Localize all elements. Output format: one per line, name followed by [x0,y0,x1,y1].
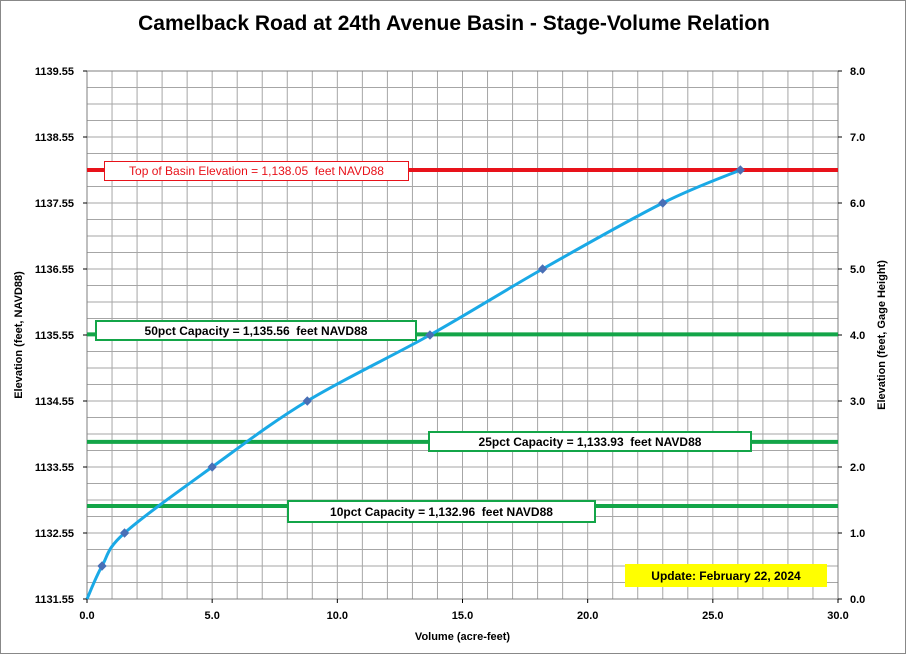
y2-tick-label: 0.0 [850,594,865,606]
y-tick-label: 1136.55 [35,264,74,276]
data-point-marker [658,198,668,208]
y-axis-title: Elevation (feet, NAVD88) [13,271,25,399]
x-tick-label: 5.0 [205,610,220,622]
capacity-label: 50pct Capacity = 1,135.56 feet NAVD88 [95,320,417,341]
y-tick-label: 1133.55 [35,462,74,474]
y2-tick-label: 7.0 [850,132,865,144]
chart-title: Camelback Road at 24th Avenue Basin - St… [138,12,770,35]
data-point-marker [735,165,746,175]
update-badge: Update: February 22, 2024 [625,564,827,587]
x-tick-label: 0.0 [79,610,94,622]
data-point-marker [425,330,435,340]
y2-axis-title: Elevation (feet, Gage Height) [876,260,888,410]
x-tick-label: 10.0 [327,610,348,622]
x-tick-label: 30.0 [827,610,848,622]
x-axis-title: Volume (acre-feet) [415,631,510,643]
y-tick-label: 1131.55 [35,594,74,606]
y2-tick-label: 8.0 [850,66,865,78]
y-tick-label: 1132.55 [35,528,74,540]
data-point-marker [537,264,548,274]
y2-tick-label: 1.0 [850,528,865,540]
y-tick-label: 1135.55 [35,330,74,342]
data-point-marker [119,528,130,538]
y-tick-label: 1134.55 [35,396,74,408]
y2-tick-label: 2.0 [850,462,865,474]
y2-tick-label: 3.0 [850,396,865,408]
x-tick-label: 15.0 [452,610,473,622]
stage-volume-curve [85,168,741,600]
top-of-basin-label: Top of Basin Elevation = 1,138.05 feet N… [104,161,409,181]
data-point-marker [207,462,217,472]
data-point-marker [97,561,107,571]
y2-tick-label: 6.0 [850,198,865,210]
x-tick-label: 25.0 [702,610,723,622]
y2-tick-label: 5.0 [850,264,865,276]
y2-tick-label: 4.0 [850,330,865,342]
y-tick-label: 1138.55 [35,132,74,144]
capacity-label: 10pct Capacity = 1,132.96 feet NAVD88 [287,500,596,523]
x-tick-label: 20.0 [577,610,598,622]
y-tick-label: 1137.55 [35,198,74,210]
data-point-marker [302,396,313,406]
y-tick-label: 1139.55 [35,66,74,78]
capacity-label: 25pct Capacity = 1,133.93 feet NAVD88 [428,431,752,452]
